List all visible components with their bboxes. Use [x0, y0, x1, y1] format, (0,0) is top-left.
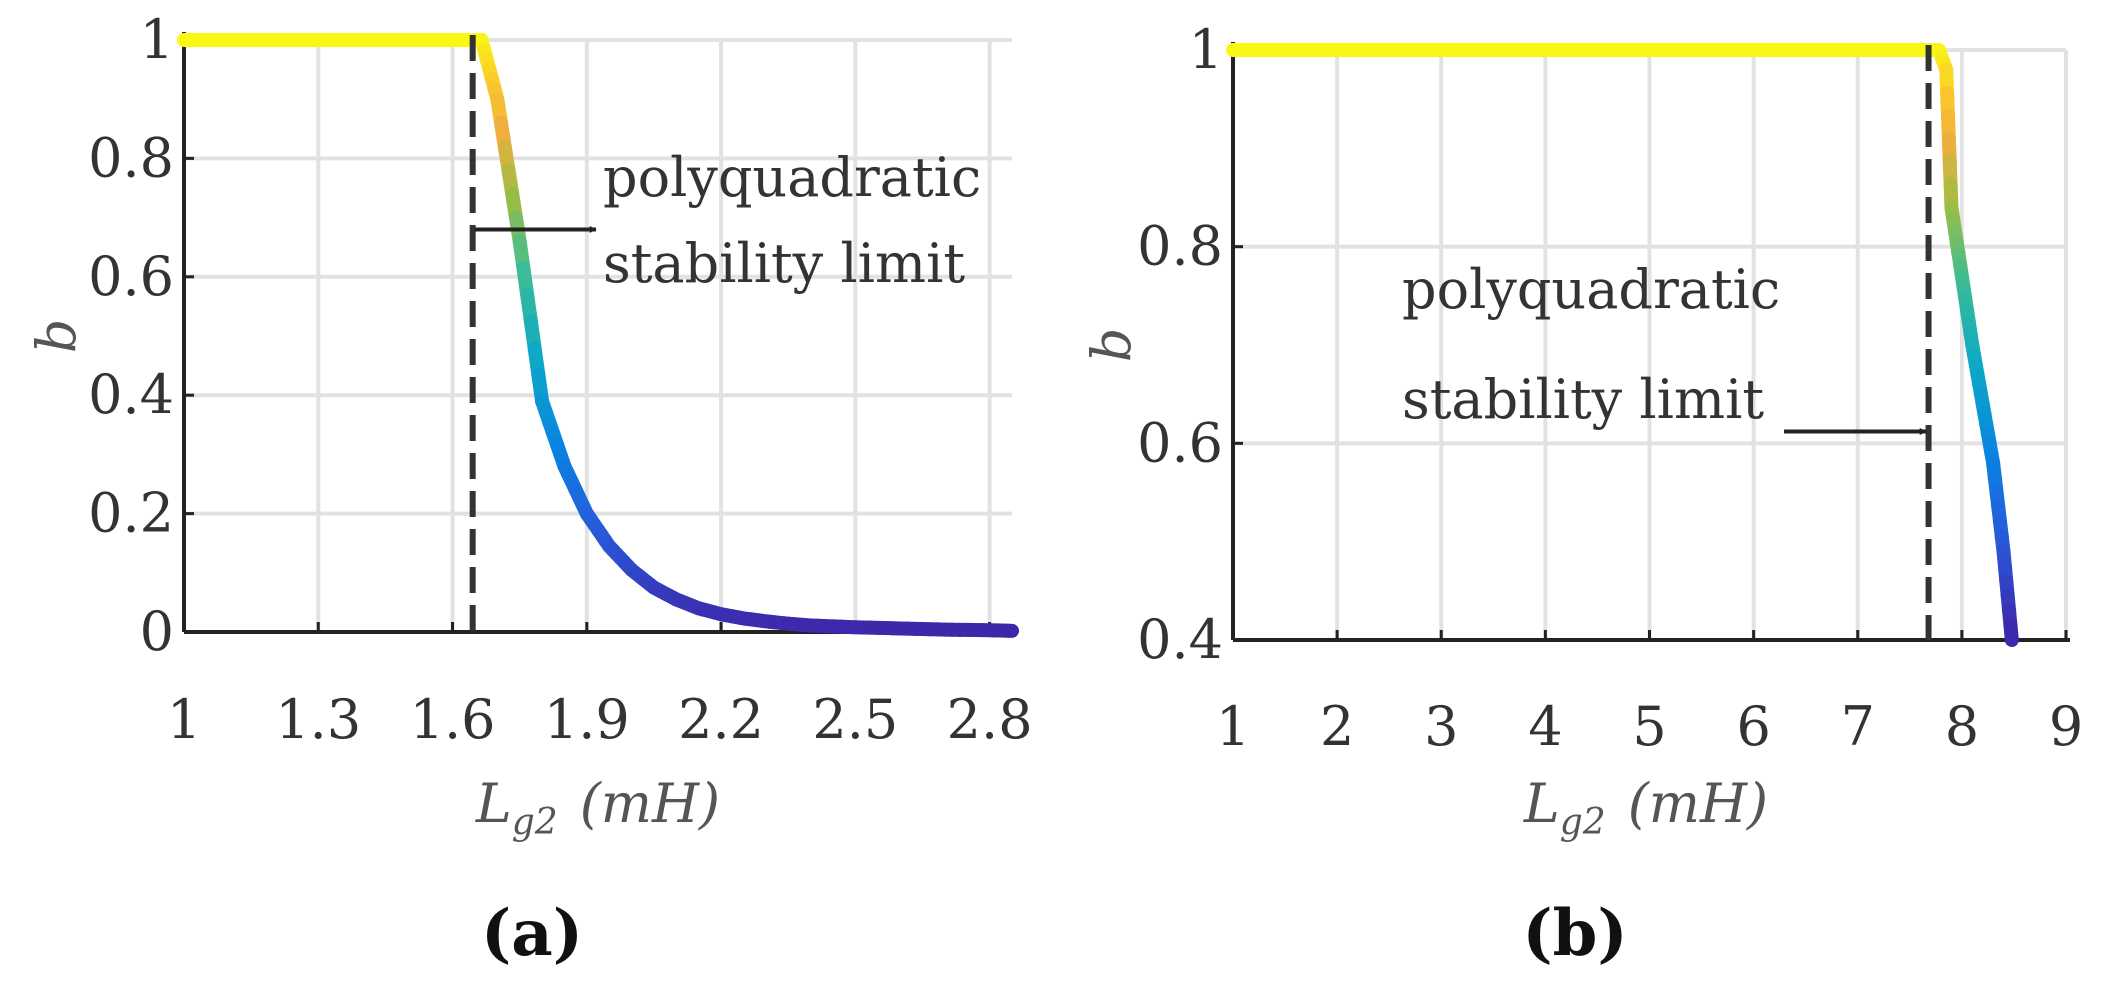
- x-tick-label: 1.3: [275, 688, 361, 751]
- x-tick-label: 1: [1216, 695, 1250, 758]
- x-tick-label: 3: [1424, 695, 1458, 758]
- y-tick-label: 0.4: [88, 363, 174, 426]
- x-axis-label-subscript: g2: [512, 802, 558, 843]
- y-tick-label: 1: [1189, 18, 1223, 81]
- y-tick-label: 0.8: [88, 126, 174, 189]
- annotation-line-1: polyquadratic: [603, 146, 981, 209]
- y-tick-label: 1: [140, 8, 174, 71]
- x-axis-label: Lg2 (mH): [475, 772, 720, 843]
- data-series: [177, 33, 1019, 638]
- x-axis-label-units: (mH): [580, 772, 720, 835]
- grid-lines: [1231, 48, 2068, 642]
- x-tick-label: 2: [1320, 695, 1354, 758]
- x-tick-label: 1: [167, 688, 201, 751]
- y-tick-label: 0.4: [1137, 608, 1223, 671]
- x-tick-label: 7: [1841, 695, 1875, 758]
- y-tick-label: 0.8: [1137, 215, 1223, 278]
- x-tick-label: 1.6: [410, 688, 496, 751]
- x-axis-label: Lg2 (mH): [1523, 772, 1768, 843]
- x-tick-label: 6: [1736, 695, 1770, 758]
- y-tick-label: 0.2: [88, 482, 174, 545]
- y-axis-label: b: [1080, 328, 1143, 363]
- x-tick-label: 8: [1945, 695, 1979, 758]
- panel-label: (a): [481, 896, 583, 971]
- series-0-segment: [2003, 618, 2019, 647]
- x-tick-label: 2.2: [678, 688, 764, 751]
- annotation-line-2: stability limit: [1402, 368, 1764, 431]
- x-tick-label: 5: [1632, 695, 1666, 758]
- x-tick-label: 2.5: [812, 688, 898, 751]
- x-axis-label-main: L: [1523, 772, 1560, 835]
- x-tick-labels: 1 1.3 1.6 1.9 2.2 2.5 2.8: [167, 688, 1033, 751]
- y-axis-label: b: [25, 319, 88, 354]
- y-tick-label: 0.6: [1137, 411, 1223, 474]
- annotation-line-2: stability limit: [603, 232, 965, 295]
- x-axis-label-subscript: g2: [1560, 802, 1606, 843]
- x-tick-label: 4: [1528, 695, 1562, 758]
- chart-panel-a: 1 1.3 1.6 1.9 2.2 2.5 2.8 0 0.2 0.4 0.6 0.8 1 polyq…: [25, 8, 1033, 971]
- panel-label: (b): [1522, 896, 1627, 971]
- y-tick-label: 0.6: [88, 245, 174, 308]
- annotation: polyquadratic stability limit: [475, 146, 981, 295]
- grid-lines: [182, 38, 1012, 634]
- chart-panel-b: 1 2 3 4 5 6 7 8 9 0.4 0.6 0.8 1 polyquadratic stabi…: [1080, 18, 2083, 971]
- y-tick-label: 0: [140, 600, 174, 663]
- annotation-line-1: polyquadratic: [1402, 258, 1780, 321]
- x-tick-label: 9: [2049, 695, 2083, 758]
- y-tick-labels: 0 0.2 0.4 0.6 0.8 1: [88, 8, 174, 663]
- y-tick-labels: 0.4 0.6 0.8 1: [1137, 18, 1223, 671]
- data-series: [1226, 43, 2019, 647]
- x-tick-labels: 1 2 3 4 5 6 7 8 9: [1216, 695, 2083, 758]
- annotation: polyquadratic stability limit: [1402, 258, 1927, 436]
- x-tick-label: 2.8: [947, 688, 1033, 751]
- x-tick-label: 1.9: [544, 688, 630, 751]
- tick-marks: [1231, 48, 2068, 642]
- x-axis-label-units: (mH): [1628, 772, 1768, 835]
- x-axis-label-main: L: [475, 772, 512, 835]
